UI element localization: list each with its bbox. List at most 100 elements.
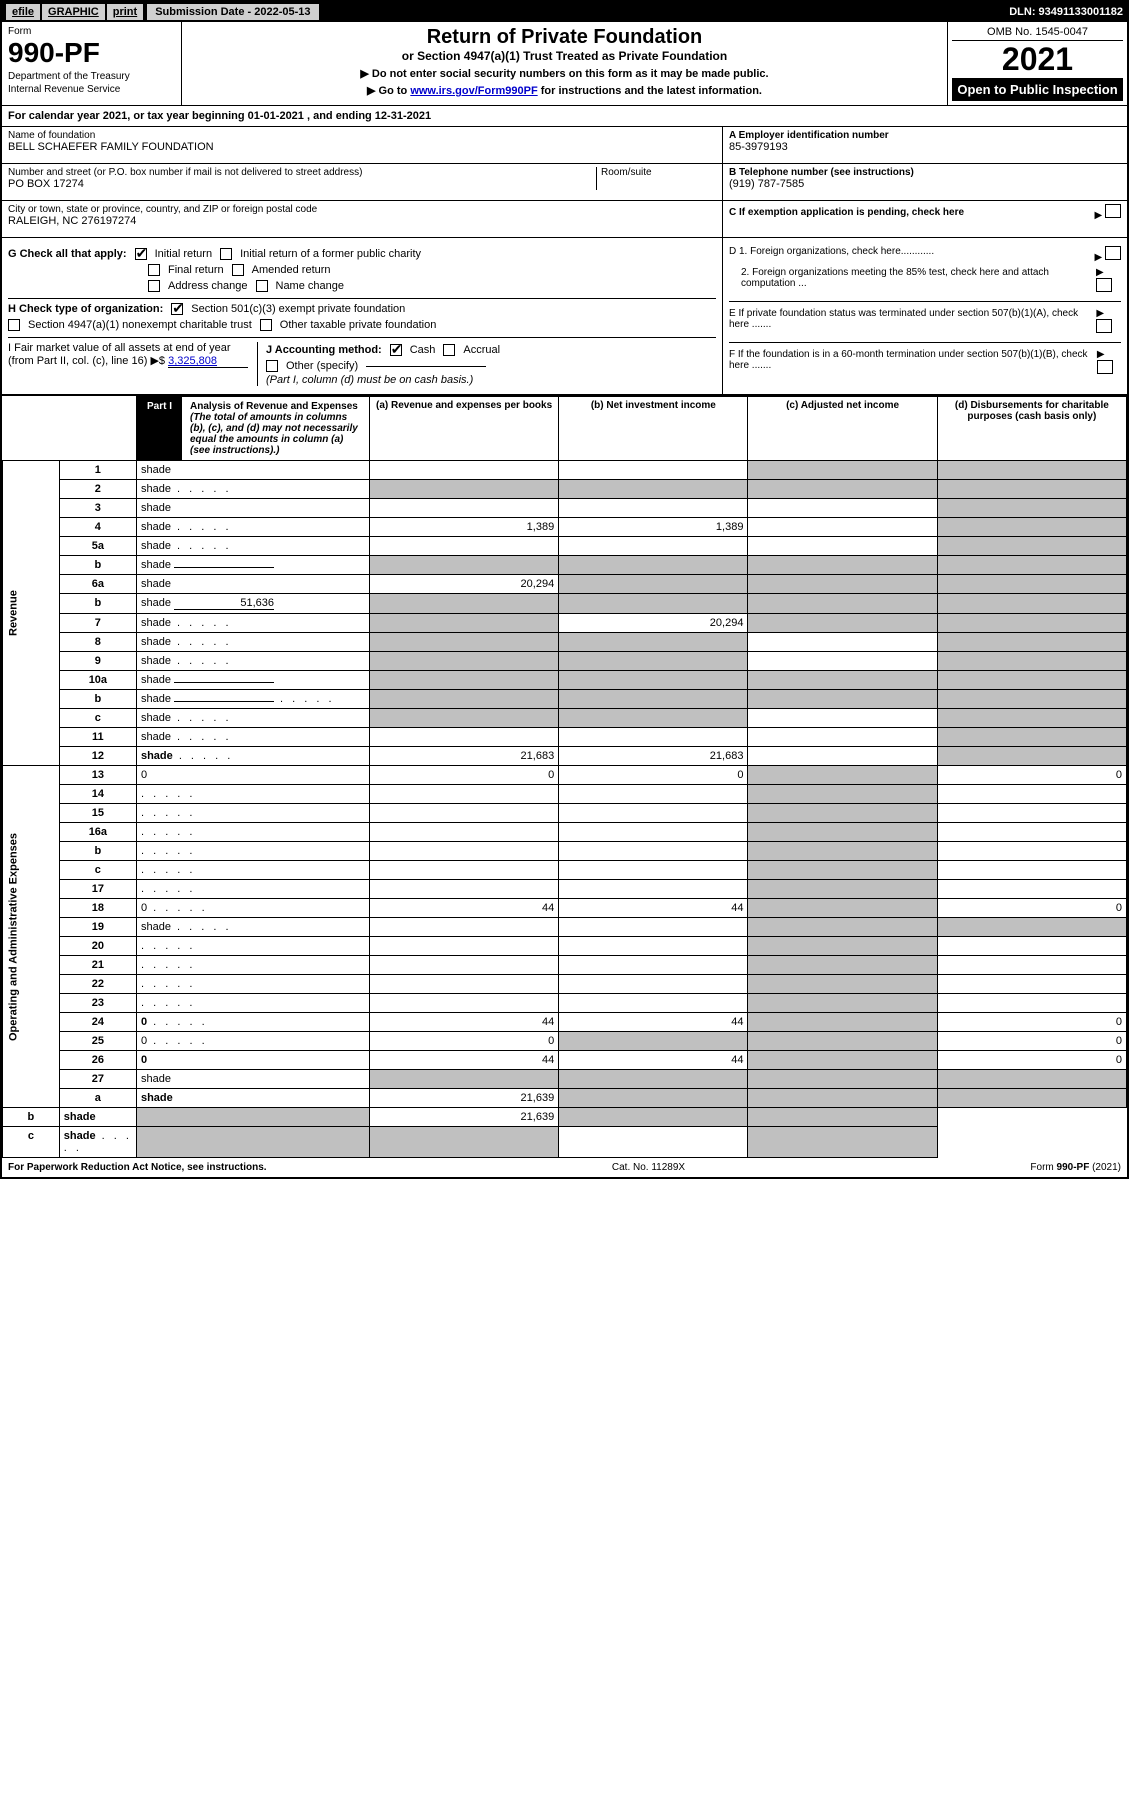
footer-right: Form 990-PF (2021) bbox=[1030, 1162, 1121, 1173]
row-desc: shade . . . . . bbox=[136, 747, 369, 766]
cell-a bbox=[369, 823, 558, 842]
row-number: b bbox=[59, 842, 136, 861]
amended-return-checkbox[interactable] bbox=[232, 264, 244, 276]
final-return-label: Final return bbox=[168, 264, 224, 276]
ghj-section: G Check all that apply: Initial return I… bbox=[2, 238, 1127, 396]
cell-c bbox=[748, 594, 937, 614]
initial-former-checkbox[interactable] bbox=[220, 248, 232, 260]
cell-c bbox=[748, 785, 937, 804]
row-desc: 0 . . . . . bbox=[136, 1013, 369, 1032]
c-checkbox[interactable] bbox=[1105, 204, 1121, 218]
form-note-ssn: ▶ Do not enter social security numbers o… bbox=[190, 67, 939, 80]
4947-checkbox[interactable] bbox=[8, 319, 20, 331]
cell-a: 44 bbox=[369, 1013, 558, 1032]
g-label: G Check all that apply: bbox=[8, 248, 127, 260]
501c3-checkbox[interactable] bbox=[171, 303, 183, 315]
row-desc: . . . . . bbox=[136, 880, 369, 899]
dept-treasury: Department of the Treasury bbox=[8, 71, 175, 82]
table-row: 9shade . . . . . bbox=[3, 652, 1127, 671]
row-desc: 0 . . . . . bbox=[136, 1032, 369, 1051]
table-row: bshade . . . . . bbox=[3, 690, 1127, 709]
other-method-checkbox[interactable] bbox=[266, 360, 278, 372]
d1-checkbox[interactable] bbox=[1105, 246, 1121, 260]
exemption-label: C If exemption application is pending, c… bbox=[729, 207, 964, 218]
revenue-side-label: Revenue bbox=[3, 461, 60, 766]
form-label: Form bbox=[8, 26, 175, 37]
cash-checkbox[interactable] bbox=[390, 344, 402, 356]
cell-d bbox=[937, 1070, 1126, 1089]
phone-label: B Telephone number (see instructions) bbox=[729, 167, 1121, 178]
i-value[interactable]: 3,325,808 bbox=[168, 355, 248, 368]
cell-c bbox=[748, 918, 937, 937]
d2-checkbox[interactable] bbox=[1096, 278, 1112, 292]
row-number: 19 bbox=[59, 918, 136, 937]
cell-b bbox=[559, 804, 748, 823]
addr-change-label: Address change bbox=[168, 280, 248, 292]
cell-b bbox=[559, 499, 748, 518]
i-arrow: ▶$ bbox=[150, 355, 165, 367]
form-subtitle: or Section 4947(a)(1) Trust Treated as P… bbox=[190, 49, 939, 63]
row-number: 18 bbox=[59, 899, 136, 918]
row-number: 9 bbox=[59, 652, 136, 671]
table-row: c . . . . . bbox=[3, 861, 1127, 880]
row-desc: shade . . . . . bbox=[136, 709, 369, 728]
expenses-side-label: Operating and Administrative Expenses bbox=[3, 766, 60, 1108]
f-checkbox[interactable] bbox=[1097, 360, 1113, 374]
addr-change-checkbox[interactable] bbox=[148, 280, 160, 292]
accrual-checkbox[interactable] bbox=[443, 344, 455, 356]
graphic-link[interactable]: GRAPHIC bbox=[42, 4, 105, 20]
row-number: 8 bbox=[59, 633, 136, 652]
identification-section: Name of foundation BELL SCHAEFER FAMILY … bbox=[2, 127, 1127, 238]
table-row: Operating and Administrative Expenses130… bbox=[3, 766, 1127, 785]
cell-a bbox=[369, 994, 558, 1013]
row-desc: shade . . . . . bbox=[136, 652, 369, 671]
cell-a bbox=[369, 728, 558, 747]
cell-a bbox=[369, 480, 558, 499]
name-change-label: Name change bbox=[276, 280, 345, 292]
cell-d bbox=[937, 537, 1126, 556]
city-label: City or town, state or province, country… bbox=[8, 204, 716, 215]
other-method-input[interactable] bbox=[366, 366, 486, 367]
cell-c bbox=[748, 766, 937, 785]
row-number: 6a bbox=[59, 575, 136, 594]
efile-link[interactable]: efile bbox=[6, 4, 40, 20]
form-title-box: Return of Private Foundation or Section … bbox=[182, 22, 947, 105]
cell-c bbox=[559, 1127, 748, 1158]
name-change-checkbox[interactable] bbox=[256, 280, 268, 292]
form-header: Form 990-PF Department of the Treasury I… bbox=[2, 22, 1127, 106]
print-link[interactable]: print bbox=[107, 4, 143, 20]
open-public-badge: Open to Public Inspection bbox=[952, 78, 1123, 101]
table-row: 16a . . . . . bbox=[3, 823, 1127, 842]
final-return-checkbox[interactable] bbox=[148, 264, 160, 276]
cell-b bbox=[559, 480, 748, 499]
initial-return-checkbox[interactable] bbox=[135, 248, 147, 260]
col-a-header: (a) Revenue and expenses per books bbox=[369, 397, 558, 461]
cell-c bbox=[748, 690, 937, 709]
table-row: cshade . . . . . bbox=[3, 1127, 1127, 1158]
table-row: 10ashade bbox=[3, 671, 1127, 690]
table-row: 17 . . . . . bbox=[3, 880, 1127, 899]
row-desc: . . . . . bbox=[136, 956, 369, 975]
table-row: 180 . . . . .44440 bbox=[3, 899, 1127, 918]
cell-d bbox=[937, 842, 1126, 861]
row-number: 27 bbox=[59, 1070, 136, 1089]
cell-a bbox=[369, 975, 558, 994]
other-taxable-checkbox[interactable] bbox=[260, 319, 272, 331]
cell-a bbox=[369, 785, 558, 804]
cell-b bbox=[559, 785, 748, 804]
row-number: 3 bbox=[59, 499, 136, 518]
cell-a: 0 bbox=[369, 766, 558, 785]
h-label: H Check type of organization: bbox=[8, 303, 163, 315]
row-desc: shade . . . . . bbox=[136, 690, 369, 709]
row-desc: 0 bbox=[136, 766, 369, 785]
cell-c bbox=[748, 1070, 937, 1089]
cell-c bbox=[748, 1051, 937, 1070]
row-number: b bbox=[59, 594, 136, 614]
e-checkbox[interactable] bbox=[1096, 319, 1112, 333]
cell-b: 20,294 bbox=[559, 614, 748, 633]
cell-d bbox=[937, 671, 1126, 690]
omb-number: OMB No. 1545-0047 bbox=[952, 26, 1123, 41]
irs-link[interactable]: www.irs.gov/Form990PF bbox=[410, 85, 537, 97]
table-row: 240 . . . . .44440 bbox=[3, 1013, 1127, 1032]
cell-c bbox=[559, 1108, 748, 1127]
